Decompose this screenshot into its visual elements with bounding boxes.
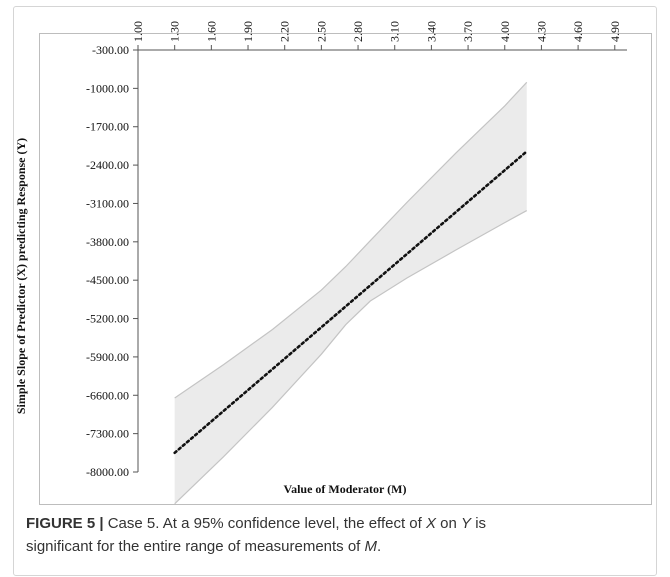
caption-var-y: Y <box>461 515 472 532</box>
x-tick-label: 3.40 <box>424 21 438 42</box>
upper-ci-line <box>174 81 528 399</box>
series-layer <box>173 150 529 455</box>
y-tick-label: -2400.00 <box>86 158 129 172</box>
x-tick-label: 3.70 <box>461 21 475 42</box>
axes-layer: -300.00 -1000.00 -1700.00 -2400.00 -3100.00 -… <box>86 21 627 479</box>
y-axis-title: Simple Slope of Predictor (X) predicting… <box>14 138 28 414</box>
x-tick-label: 3.10 <box>388 21 402 42</box>
simple-slope-chart: -300.00 -1000.00 -1700.00 -2400.00 -3100.00 -… <box>14 21 627 505</box>
caption-text: significant for the entire range of meas… <box>26 538 365 555</box>
confidence-band-layer <box>174 81 528 505</box>
y-tick-label: -8000.00 <box>86 465 129 479</box>
simple-slope-line <box>173 150 529 455</box>
x-tick-label: 1.90 <box>241 21 255 42</box>
caption-var-x: X <box>425 515 436 532</box>
x-tick-label: 2.50 <box>314 21 328 42</box>
y-tick-label: -1000.00 <box>86 81 129 95</box>
caption-text: on <box>436 515 462 532</box>
confidence-band <box>174 82 527 504</box>
y-tick-label: -7300.00 <box>86 427 129 441</box>
caption-text: . <box>377 538 382 555</box>
x-tick-label: 2.80 <box>351 21 365 42</box>
x-tick-label: 4.60 <box>571 21 585 42</box>
x-tick-label: 1.00 <box>131 21 145 42</box>
x-tick-label: 4.30 <box>534 21 548 42</box>
y-tick-label: -3100.00 <box>86 196 129 210</box>
y-tick-label: -4500.00 <box>86 273 129 287</box>
x-axis-title: Value of Moderator (M) <box>284 482 407 496</box>
chart-frame <box>39 33 652 505</box>
x-tick-label: 2.20 <box>278 21 292 42</box>
y-tick-label: -3800.00 <box>86 235 129 249</box>
y-tick-label: -300.00 <box>92 43 129 57</box>
y-tick-label: -6600.00 <box>86 388 129 402</box>
x-tick-label: 1.60 <box>204 21 218 42</box>
caption-text: Case 5. At a 95% confidence level, the e… <box>103 515 426 532</box>
figure-caption: FIGURE 5 | Case 5. At a 95% confidence l… <box>26 512 636 558</box>
figure-label: FIGURE 5 | <box>26 515 104 532</box>
lower-ci-line <box>174 210 528 505</box>
y-tick-label: -5900.00 <box>86 350 129 364</box>
x-tick-label: 1.30 <box>168 21 182 42</box>
y-tick-label: -1700.00 <box>86 120 129 134</box>
x-tick-label: 4.90 <box>608 21 622 42</box>
caption-var-m: M <box>364 538 378 555</box>
x-tick-label: 4.00 <box>498 21 512 42</box>
caption-text: is <box>471 515 487 532</box>
y-tick-label: -5200.00 <box>86 312 129 326</box>
